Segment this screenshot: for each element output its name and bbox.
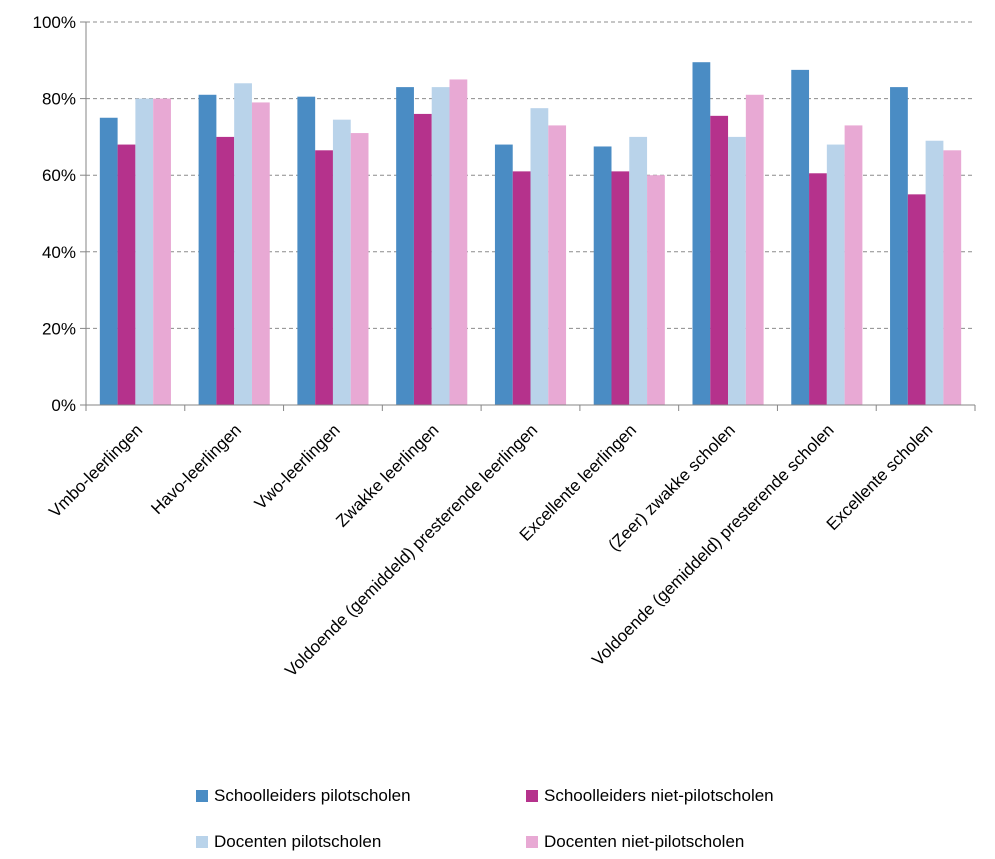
y-tick-label: 40% <box>42 243 76 262</box>
legend-item: Schoolleiders pilotscholen <box>196 786 411 806</box>
legend-swatch <box>196 836 208 848</box>
bar <box>396 87 414 406</box>
bar <box>234 83 252 405</box>
bar <box>99 117 118 405</box>
y-tick-labels: 0% 20% 40% 60% 80% 100% <box>33 13 76 415</box>
category-label: Vmbo-leerlingen <box>45 420 146 521</box>
bar <box>117 144 136 405</box>
bar <box>728 136 746 405</box>
legend-label: Schoolleiders niet-pilotscholen <box>544 786 774 805</box>
bar <box>431 87 450 406</box>
bar <box>943 150 962 405</box>
bar <box>548 125 567 405</box>
category-label: Excellente scholen <box>823 420 937 534</box>
category-label: Zwakke leerlingen <box>332 420 442 530</box>
legend-label: Docenten niet-pilotscholen <box>544 832 745 851</box>
bar <box>692 62 711 406</box>
bar <box>198 94 217 406</box>
legend-item: Docenten niet-pilotscholen <box>526 832 744 852</box>
bar <box>629 136 648 405</box>
bar <box>611 171 630 405</box>
bar <box>297 96 316 405</box>
bar <box>413 113 432 406</box>
legend-swatch <box>526 836 538 848</box>
y-tick-label: 100% <box>33 13 76 32</box>
bar <box>216 136 235 405</box>
y-tick-label: 80% <box>42 90 76 109</box>
legend-item: Docenten pilotscholen <box>196 832 381 852</box>
bar <box>745 94 764 406</box>
bar <box>449 79 468 405</box>
legend-label: Schoolleiders pilotscholen <box>214 786 411 805</box>
legend-swatch <box>526 790 538 802</box>
bar <box>925 140 944 406</box>
bar <box>315 150 333 405</box>
bar <box>809 173 827 405</box>
y-tick-label: 0% <box>51 396 76 415</box>
bar <box>907 194 926 405</box>
bar <box>710 115 729 406</box>
bars <box>99 62 962 406</box>
bar <box>350 133 369 405</box>
bar <box>593 146 612 405</box>
category-labels: Vmbo-leerlingen Havo-leerlingen Vwo-leerli… <box>45 420 936 680</box>
bar <box>332 119 351 405</box>
legend-item: Schoolleiders niet-pilotscholen <box>526 786 774 806</box>
axes <box>80 21 976 411</box>
bar <box>494 144 513 405</box>
legend: Schoolleiders pilotscholen Schoolleiders … <box>196 786 896 856</box>
category-label: Vwo-leerlingen <box>251 420 344 513</box>
bar <box>530 108 549 406</box>
legend-label: Docenten pilotscholen <box>214 832 382 851</box>
bar <box>791 69 810 405</box>
bar <box>153 98 171 405</box>
bar <box>647 175 665 405</box>
bar <box>512 171 531 405</box>
bar <box>135 98 154 405</box>
legend-swatch <box>196 790 208 802</box>
y-tick-label: 20% <box>42 319 76 338</box>
bar <box>844 125 863 405</box>
bar <box>890 87 908 406</box>
category-label: Havo-leerlingen <box>147 420 245 518</box>
bar <box>826 144 845 405</box>
y-tick-label: 60% <box>42 166 76 185</box>
bar <box>251 102 270 406</box>
